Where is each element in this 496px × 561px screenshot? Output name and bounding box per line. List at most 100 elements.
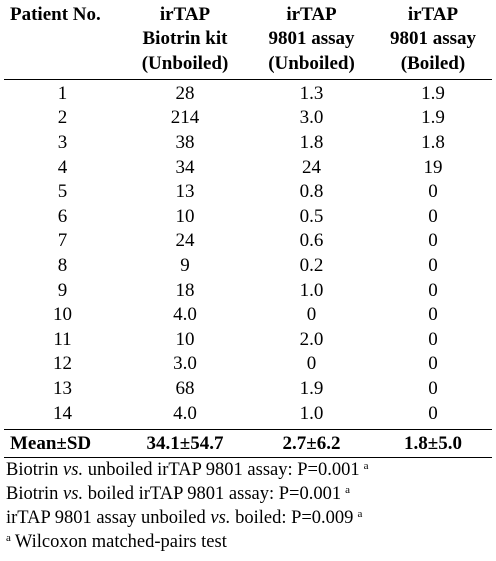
cell-9801-boiled: 0 [428, 304, 438, 326]
summary-row: Mean±SD 34.1±54.7 2.7±6.2 1.8±5.0 [4, 429, 492, 459]
cell-patient-no: 12 [53, 353, 72, 375]
note-superscript: a [345, 484, 350, 496]
table-row: 9 18 1.0 0 [4, 279, 492, 304]
cell-9801-unboiled: 24 [302, 156, 321, 178]
header-text: Patient No. [10, 4, 101, 25]
cell-patient-no: 4 [57, 156, 68, 178]
note-text: unboiled irTAP 9801 assay: P=0.001 [83, 460, 360, 480]
cell-9801-unboiled: 0 [306, 304, 317, 326]
cell-9801-boiled: 0 [428, 328, 438, 350]
note-text: Biotrin [6, 484, 64, 504]
note-line: Biotrin vs. boiled irTAP 9801 assay: P=0… [6, 482, 369, 506]
header-text: (Unboiled) [141, 52, 229, 74]
header-text: irTAP [407, 4, 459, 25]
summary-9801-boiled: 1.8±5.0 [374, 429, 492, 459]
cell-patient-no: 5 [57, 181, 68, 203]
cell-9801-boiled: 0 [428, 279, 438, 301]
cell-9801-boiled: 1.9 [421, 107, 445, 129]
header-row: Patient No. irTAP Biotrin kit (Unboiled)… [4, 3, 492, 80]
cell-patient-no: 6 [57, 205, 68, 227]
cell-patient-no: 1 [57, 82, 68, 104]
summary-label: Mean±SD [4, 429, 121, 459]
cell-patient-no: 3 [57, 132, 68, 154]
cell-patient-no: 7 [57, 230, 68, 252]
table-row: 4 34 24 19 [4, 156, 492, 181]
header-text: irTAP [286, 4, 337, 25]
note-text: boiled: P=0.009 [230, 508, 354, 528]
cell-biotrin: 4.0 [173, 304, 197, 326]
footnote: a Wilcoxon matched-pairs test [6, 530, 369, 554]
footnote-superscript: a [6, 532, 11, 544]
table-row: 10 4.0 0 0 [4, 303, 492, 328]
cell-9801-boiled: 0 [428, 353, 438, 375]
summary-9801-unboiled: 2.7±6.2 [249, 429, 374, 459]
cell-9801-boiled: 0 [428, 402, 438, 424]
note-vs: vs. [63, 460, 84, 480]
summary-biotrin: 34.1±54.7 [121, 429, 249, 459]
cell-biotrin: 214 [170, 107, 200, 129]
notes: Biotrin vs. unboiled irTAP 9801 assay: P… [6, 458, 369, 554]
cell-9801-boiled: 1.9 [421, 82, 445, 104]
header-9801-unboiled: irTAP 9801 assay (Unboiled) [249, 3, 374, 80]
note-vs: vs. [63, 484, 84, 504]
cell-biotrin: 10 [175, 205, 195, 227]
table-row: 11 10 2.0 0 [4, 328, 492, 353]
header-text: 9801 assay [389, 28, 477, 50]
cell-9801-unboiled: 2.0 [299, 328, 324, 350]
cell-9801-boiled: 0 [428, 205, 438, 227]
note-vs: vs. [210, 508, 231, 528]
header-text: 9801 assay [268, 28, 355, 50]
table-row: 1 28 1.3 1.9 [4, 79, 492, 106]
cell-9801-boiled: 0 [428, 230, 438, 252]
cell-biotrin: 4.0 [173, 402, 197, 424]
cell-9801-unboiled: 0.8 [299, 181, 324, 203]
table-row: 13 68 1.9 0 [4, 377, 492, 402]
cell-9801-unboiled: 1.8 [299, 132, 324, 154]
cell-9801-unboiled: 0.2 [299, 255, 324, 277]
note-superscript: a [357, 508, 363, 520]
header-biotrin-kit: irTAP Biotrin kit (Unboiled) [121, 3, 249, 80]
table-row: 6 10 0.5 0 [4, 205, 492, 230]
cell-patient-no: 13 [53, 378, 72, 400]
cell-9801-boiled: 1.8 [421, 132, 445, 154]
table-row: 8 9 0.2 0 [4, 254, 492, 279]
cell-9801-boiled: 0 [428, 378, 438, 400]
cell-9801-unboiled: 1.3 [299, 82, 324, 104]
table-row: 5 13 0.8 0 [4, 180, 492, 205]
cell-9801-boiled: 0 [428, 181, 438, 203]
cell-patient-no: 2 [57, 107, 68, 129]
cell-patient-no: 10 [53, 304, 72, 326]
cell-patient-no: 8 [57, 255, 68, 277]
cell-patient-no: 14 [53, 402, 72, 424]
cell-9801-boiled: 0 [428, 255, 438, 277]
cell-biotrin: 13 [175, 181, 195, 203]
cell-9801-unboiled: 3.0 [299, 107, 324, 129]
results-table: Patient No. irTAP Biotrin kit (Unboiled)… [4, 3, 492, 459]
table-row: 12 3.0 0 0 [4, 352, 492, 377]
table-row: 7 24 0.6 0 [4, 229, 492, 254]
header-text: (Boiled) [400, 52, 466, 74]
cell-9801-unboiled: 0 [306, 353, 317, 375]
note-line: Biotrin vs. unboiled irTAP 9801 assay: P… [6, 458, 369, 482]
cell-patient-no: 11 [53, 328, 72, 350]
cell-patient-no: 9 [57, 279, 68, 301]
cell-9801-unboiled: 1.9 [299, 378, 324, 400]
cell-9801-unboiled: 1.0 [299, 402, 324, 424]
cell-biotrin: 68 [175, 378, 195, 400]
header-9801-boiled: irTAP 9801 assay (Boiled) [374, 3, 492, 80]
table-body: 1 28 1.3 1.9 2 214 3.0 1.9 3 38 1.8 1.8 4 34 24 19 5 13 0.… [4, 79, 492, 429]
cell-9801-unboiled: 1.0 [299, 279, 324, 301]
cell-biotrin: 34 [175, 156, 195, 178]
note-superscript: a [363, 460, 369, 472]
table-row: 14 4.0 1.0 0 [4, 402, 492, 430]
table-row: 3 38 1.8 1.8 [4, 131, 492, 156]
cell-biotrin: 18 [175, 279, 195, 301]
note-text: irTAP 9801 assay unboiled [6, 508, 211, 528]
cell-9801-unboiled: 0.6 [299, 230, 324, 252]
cell-biotrin: 28 [175, 82, 195, 104]
note-text: Biotrin [6, 460, 64, 480]
header-text: irTAP [159, 4, 211, 25]
cell-9801-boiled: 19 [423, 156, 443, 178]
cell-biotrin: 38 [175, 132, 195, 154]
cell-biotrin: 9 [180, 255, 190, 277]
